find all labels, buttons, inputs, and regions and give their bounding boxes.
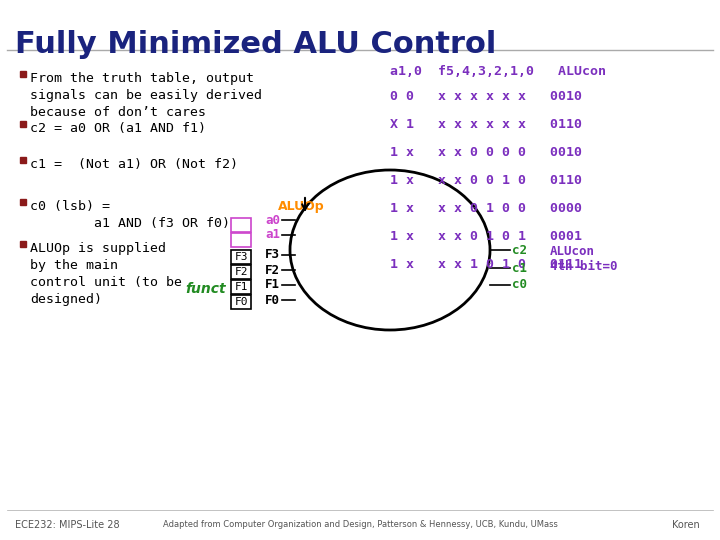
Bar — [231, 250, 251, 264]
Text: F2: F2 — [265, 264, 280, 276]
Text: a1: a1 — [265, 228, 280, 241]
Bar — [20, 71, 26, 77]
Text: F0: F0 — [234, 297, 248, 307]
Text: F1: F1 — [265, 279, 280, 292]
Text: F3: F3 — [265, 248, 280, 261]
Bar — [231, 233, 251, 247]
Text: c1 =  (Not a1) OR (Not f2): c1 = (Not a1) OR (Not f2) — [30, 158, 238, 171]
Text: F1: F1 — [234, 282, 248, 292]
Text: Koren: Koren — [672, 520, 700, 530]
Text: F2: F2 — [234, 267, 248, 277]
Text: 1 x   x x 0 0 0 0   0010: 1 x x x 0 0 0 0 0010 — [390, 146, 582, 159]
Bar — [231, 280, 251, 294]
Text: 1 x   x x 0 1 0 0   0000: 1 x x x 0 1 0 0 0000 — [390, 202, 582, 215]
Text: ALUOp is supplied
by the main
control unit (to be
designed): ALUOp is supplied by the main control un… — [30, 242, 182, 306]
Bar — [231, 265, 251, 279]
Text: c0 (lsb) =
        a1 AND (f3 OR f0): c0 (lsb) = a1 AND (f3 OR f0) — [30, 200, 230, 230]
Bar — [20, 121, 26, 127]
Text: c2 = a0 OR (a1 AND f1): c2 = a0 OR (a1 AND f1) — [30, 122, 206, 135]
Text: a0: a0 — [265, 213, 280, 226]
Text: c1: c1 — [512, 261, 527, 274]
Text: c0: c0 — [512, 279, 527, 292]
Text: funct: funct — [185, 282, 225, 296]
Text: F3: F3 — [234, 252, 248, 262]
Bar — [20, 157, 26, 163]
Bar — [20, 199, 26, 205]
Text: 1 x   x x 0 0 1 0   0110: 1 x x x 0 0 1 0 0110 — [390, 174, 582, 187]
Text: a1,0  f5,4,3,2,1,0   ALUcon: a1,0 f5,4,3,2,1,0 ALUcon — [390, 65, 606, 78]
Text: ALUOp: ALUOp — [278, 200, 325, 213]
Bar — [231, 218, 251, 232]
Bar — [20, 241, 26, 247]
Text: c2: c2 — [512, 244, 527, 256]
Text: From the truth table, output
signals can be easily derived
because of don’t care: From the truth table, output signals can… — [30, 72, 262, 119]
Text: ECE232: MIPS-Lite 28: ECE232: MIPS-Lite 28 — [15, 520, 120, 530]
Bar — [231, 295, 251, 309]
Text: ALUcon
4th bit=0: ALUcon 4th bit=0 — [550, 245, 618, 273]
Text: 1 x   x x 1 0 1 0   0111: 1 x x x 1 0 1 0 0111 — [390, 258, 582, 271]
Text: Fully Minimized ALU Control: Fully Minimized ALU Control — [15, 30, 496, 59]
Text: 0 0   x x x x x x   0010: 0 0 x x x x x x 0010 — [390, 90, 582, 103]
Text: F0: F0 — [265, 294, 280, 307]
Text: 1 x   x x 0 1 0 1   0001: 1 x x x 0 1 0 1 0001 — [390, 230, 582, 243]
Text: Adapted from Computer Organization and Design, Patterson & Hennessy, UCB, Kundu,: Adapted from Computer Organization and D… — [163, 520, 557, 529]
Text: X 1   x x x x x x   0110: X 1 x x x x x x 0110 — [390, 118, 582, 131]
